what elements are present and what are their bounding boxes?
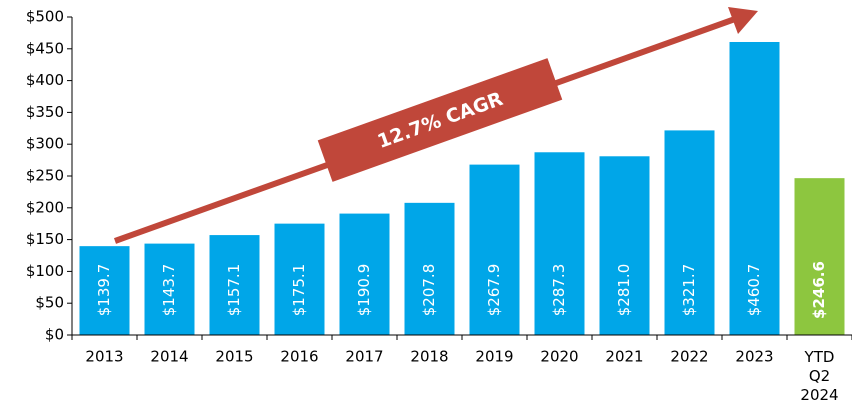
value-label: $321.7 xyxy=(680,264,698,317)
annotation-bg xyxy=(317,58,563,182)
y-tick-label: $50 xyxy=(35,294,64,312)
bar xyxy=(209,235,260,335)
y-tick-label: $400 xyxy=(26,71,64,89)
x-tick-label: YTD Q2 2024 xyxy=(800,348,838,404)
value-label: $267.9 xyxy=(485,264,503,317)
value-label: $460.7 xyxy=(745,264,763,317)
x-tick-label: 2016 xyxy=(280,348,318,366)
bar xyxy=(599,156,650,335)
value-label: $246.6 xyxy=(810,261,828,319)
x-tick-label: 2017 xyxy=(345,348,383,366)
x-tick-label: 2022 xyxy=(670,348,708,366)
y-tick-label: $450 xyxy=(26,39,64,57)
x-tick-label: 2014 xyxy=(150,348,188,366)
bar xyxy=(79,246,130,335)
bar xyxy=(794,178,845,335)
bar xyxy=(404,202,455,335)
y-tick-label: $0 xyxy=(45,326,64,344)
value-label: $281.0 xyxy=(615,264,633,317)
value-label: $287.3 xyxy=(550,264,568,317)
bar xyxy=(274,223,325,335)
bar xyxy=(664,130,715,335)
y-tick-label: $150 xyxy=(26,230,64,248)
x-tick-label: 2018 xyxy=(410,348,448,366)
bar xyxy=(534,152,585,335)
arrow-head xyxy=(728,7,758,34)
x-tick-label: 2020 xyxy=(540,348,578,366)
bars xyxy=(79,41,845,335)
x-tick-label: 2021 xyxy=(605,348,643,366)
bar xyxy=(469,164,520,335)
y-tick-label: $250 xyxy=(26,167,64,185)
bar xyxy=(339,213,390,335)
value-label: $190.9 xyxy=(355,264,373,317)
x-tick-label: 2019 xyxy=(475,348,513,366)
y-tick-label: $200 xyxy=(26,198,64,216)
y-tick-label: $300 xyxy=(26,135,64,153)
value-label: $175.1 xyxy=(290,264,308,317)
bar xyxy=(144,243,195,335)
x-tick-label: 2015 xyxy=(215,348,253,366)
y-tick-label: $500 xyxy=(26,8,64,26)
y-tick-label: $350 xyxy=(26,103,64,121)
annotation-box: 12.7% CAGR xyxy=(317,58,563,182)
x-tick-label: 2023 xyxy=(735,348,773,366)
value-label: $157.1 xyxy=(225,264,243,317)
x-tick-label: 2013 xyxy=(85,348,123,366)
y-tick-label: $100 xyxy=(26,262,64,280)
value-label: $143.7 xyxy=(160,264,178,317)
bar xyxy=(729,41,780,335)
value-label: $139.7 xyxy=(95,264,113,317)
value-label: $207.8 xyxy=(420,264,438,317)
